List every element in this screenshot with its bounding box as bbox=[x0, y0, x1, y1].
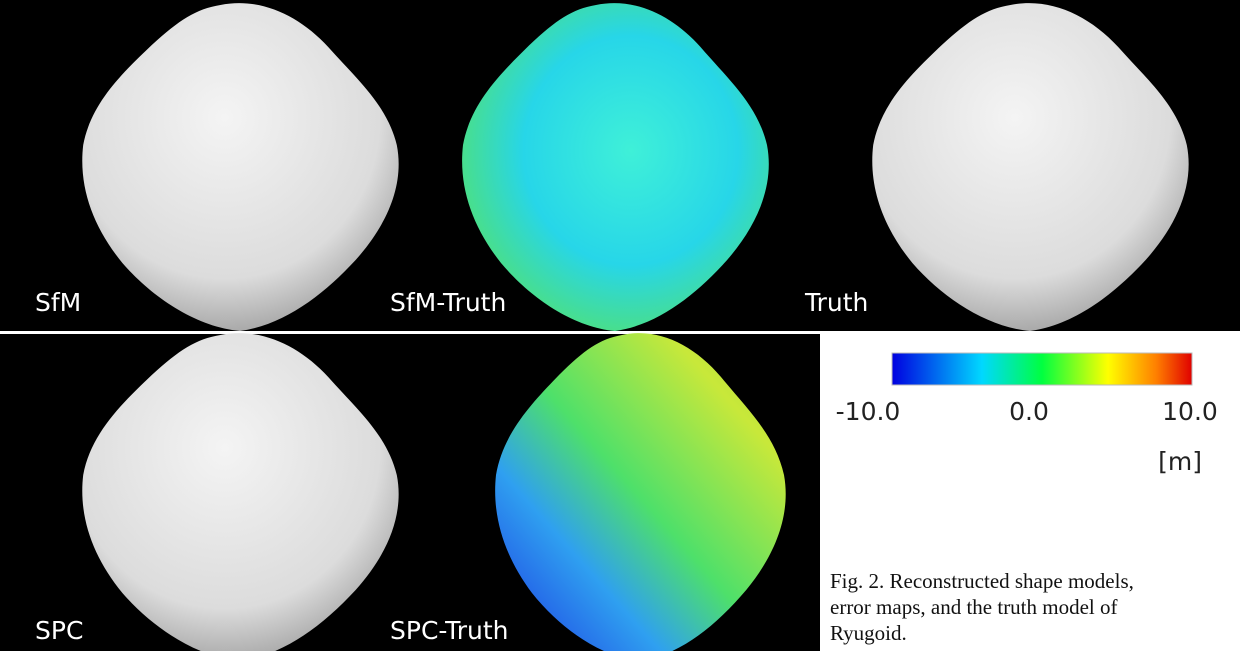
colorbar-tick-label: 10.0 bbox=[1162, 397, 1218, 426]
panel-label: SPC bbox=[35, 616, 83, 645]
caption-line: Ryugoid. bbox=[830, 621, 907, 645]
panel-label: SPC-Truth bbox=[390, 616, 509, 645]
caption-line: Fig. 2. Reconstructed shape models, bbox=[830, 569, 1134, 593]
colorbar bbox=[892, 353, 1192, 385]
colorbar-tick-label: 0.0 bbox=[1009, 397, 1049, 426]
panel-label: SfM bbox=[35, 288, 81, 317]
figure: SfM SfM-Truth Truth SPC SPC-Truth -10.0 0… bbox=[0, 0, 1240, 651]
panel-label: SfM-Truth bbox=[390, 288, 506, 317]
caption-line: error maps, and the truth model of bbox=[830, 595, 1118, 619]
panel-label: Truth bbox=[804, 288, 868, 317]
colorbar-tick-label: -10.0 bbox=[836, 397, 901, 426]
colorbar-unit: [m] bbox=[1158, 447, 1202, 476]
